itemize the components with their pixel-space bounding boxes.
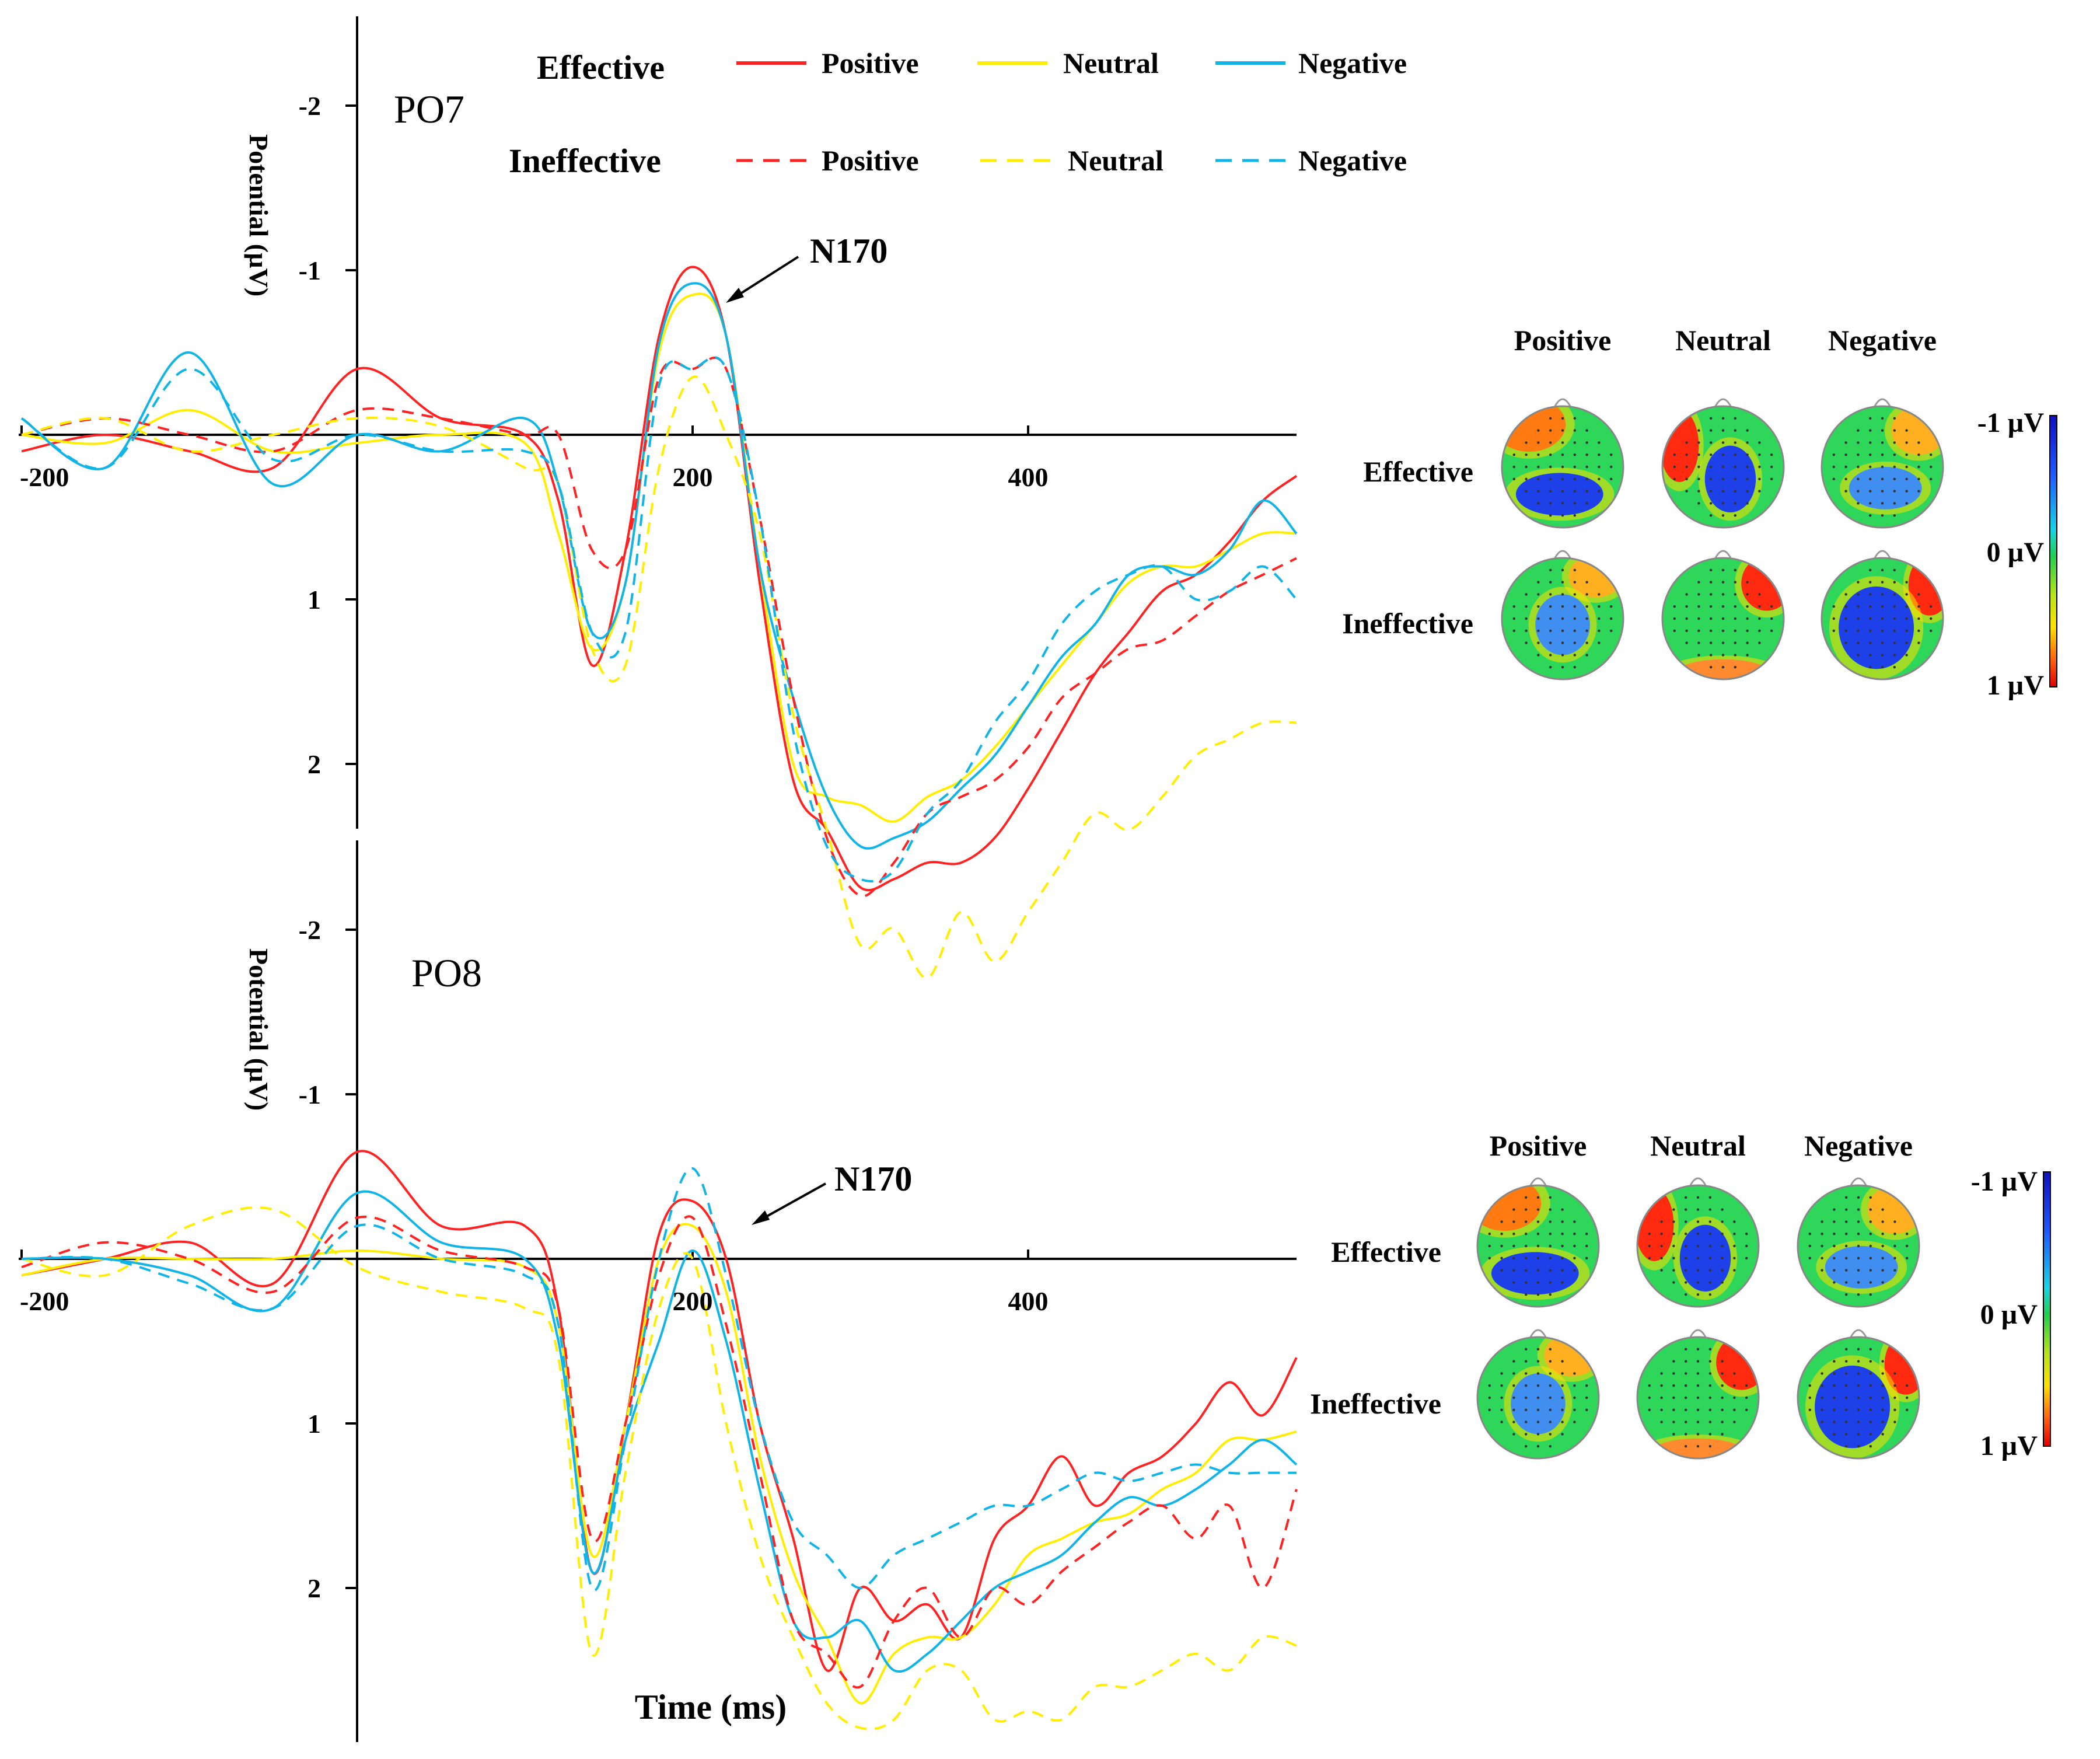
legend-ineffective-label: Ineffective <box>509 142 661 180</box>
po8-title: PO8 <box>411 951 482 995</box>
y-tick-label: 1 <box>308 585 321 615</box>
po7-ylabel: Potential (µV) <box>244 134 274 296</box>
topo2-maps <box>1476 1177 1920 1460</box>
topo2-row-ineffective: Ineffective <box>1310 1387 1441 1420</box>
topo1-colorbar-top: -1 µV <box>1977 407 2045 438</box>
topomap-head-icon <box>1637 1337 1759 1458</box>
po8-panel: -200 200 400 -2 -1 1 2 PO8 Potential (µV) N170… <box>19 840 1298 1742</box>
y-tick-label: -2 <box>299 915 321 945</box>
x-tick-label: 400 <box>1008 1286 1049 1316</box>
po8-series <box>21 1150 1298 1730</box>
topo2-col-neutral: Neutral <box>1650 1129 1746 1162</box>
legend-effective-label: Effective <box>537 48 665 86</box>
x-tick-label: 400 <box>1008 462 1049 492</box>
topo1-col-positive: Positive <box>1514 324 1612 357</box>
legend-ineffective-neutral-text: Neutral <box>1068 144 1163 177</box>
series-ineffective-negative <box>21 1167 1297 1592</box>
po8-tick-labels: -200 200 400 -2 -1 1 2 <box>20 915 1049 1603</box>
series-effective-neutral <box>21 1223 1297 1705</box>
head-nose-icon <box>1849 1329 1868 1339</box>
topo1-colorbar-mid: 0 µV <box>1987 537 2045 568</box>
head-nose-icon <box>1873 550 1892 560</box>
series-ineffective-positive <box>21 1215 1298 1689</box>
y-tick-label: 2 <box>308 1573 321 1603</box>
legend-effective-positive-text: Positive <box>822 47 919 79</box>
topomap-head-icon <box>1477 1185 1599 1307</box>
topomap-head-icon <box>1637 1185 1759 1307</box>
topo2-colorbar-mid: 0 µV <box>1980 1299 2038 1330</box>
po7-title: PO7 <box>394 87 464 131</box>
topo-block-po7: Positive Neutral Negative Effective Inef… <box>1342 324 2057 701</box>
x-tick-label: 200 <box>673 1286 713 1316</box>
topomap-head-icon <box>1822 558 1943 679</box>
topo2-colorbar <box>2043 1171 2051 1447</box>
series-ineffective-neutral <box>21 1206 1297 1730</box>
po8-n170-annotation: N170 <box>834 1160 912 1198</box>
series-effective-negative <box>20 282 1298 850</box>
po7-series <box>20 266 1298 979</box>
head-nose-icon <box>1553 398 1572 408</box>
topo2-colorbar-top: -1 µV <box>1971 1166 2038 1197</box>
topo1-row-effective: Effective <box>1363 455 1473 488</box>
series-ineffective-positive <box>21 356 1297 898</box>
head-nose-icon <box>1529 1177 1547 1187</box>
legend-effective-neutral-text: Neutral <box>1063 47 1159 79</box>
head-nose-icon <box>1714 550 1732 560</box>
series-effective-negative <box>21 1190 1298 1673</box>
x-tick-label: 200 <box>673 462 713 492</box>
series-effective-neutral <box>21 292 1297 823</box>
topo-block-po8: Positive Neutral Negative Effective Inef… <box>1310 1129 2051 1461</box>
head-nose-icon <box>1873 398 1892 408</box>
x-axis-label: Time (ms) <box>635 1688 787 1726</box>
x-tick-label: -200 <box>20 462 69 492</box>
topomap-head-icon <box>1662 558 1784 679</box>
series-ineffective-neutral <box>21 375 1297 979</box>
topomap-head-icon <box>1798 1337 1919 1458</box>
po7-n170-arrow <box>726 256 799 303</box>
y-tick-label: -1 <box>299 1080 321 1109</box>
legend-ineffective-positive-text: Positive <box>822 144 919 177</box>
po7-axes <box>19 16 1297 829</box>
topomap-head-icon <box>1798 1185 1919 1307</box>
topo1-maps <box>1501 398 1944 680</box>
y-tick-label: -2 <box>299 91 321 121</box>
series-effective-positive <box>21 266 1298 892</box>
topo2-col-positive: Positive <box>1490 1129 1587 1162</box>
topo1-colorbar-bottom: 1 µV <box>1987 670 2045 701</box>
topomap-head-icon <box>1822 406 1943 528</box>
topo2-col-negative: Negative <box>1804 1129 1913 1162</box>
topomap-head-icon <box>1502 406 1623 528</box>
head-nose-icon <box>1714 398 1732 408</box>
topo2-row-effective: Effective <box>1331 1236 1441 1268</box>
y-tick-label: 1 <box>308 1409 321 1439</box>
legend: Effective Ineffective Positive Neutral N… <box>509 47 1407 180</box>
po7-tick-labels: -200 200 400 -2 -1 1 2 <box>20 91 1049 779</box>
series-effective-positive <box>21 1150 1298 1672</box>
po8-axes <box>19 840 1297 1742</box>
topomap-head-icon <box>1662 406 1784 528</box>
po7-n170-annotation: N170 <box>810 232 887 270</box>
head-nose-icon <box>1689 1177 1707 1187</box>
topo1-col-negative: Negative <box>1828 324 1937 357</box>
po8-n170-arrow <box>752 1182 826 1225</box>
po8-ylabel: Potential (µV) <box>244 948 274 1111</box>
topo1-row-ineffective: Ineffective <box>1342 607 1473 640</box>
legend-effective-negative-text: Negative <box>1298 47 1407 79</box>
x-tick-label: -200 <box>20 1286 69 1316</box>
topomap-head-icon <box>1502 558 1623 679</box>
topo2-colorbar-bottom: 1 µV <box>1980 1430 2038 1461</box>
legend-ineffective-negative-text: Negative <box>1298 144 1407 177</box>
head-nose-icon <box>1849 1177 1868 1187</box>
topo1-colorbar <box>2049 415 2057 687</box>
topomap-head-icon <box>1477 1337 1599 1458</box>
topo1-col-neutral: Neutral <box>1675 324 1771 357</box>
head-nose-icon <box>1529 1329 1547 1339</box>
head-nose-icon <box>1689 1329 1707 1339</box>
y-tick-label: -1 <box>299 256 321 285</box>
y-tick-label: 2 <box>308 749 321 779</box>
head-nose-icon <box>1553 550 1572 560</box>
series-ineffective-negative <box>20 356 1298 883</box>
po7-panel: -200 200 400 -2 -1 1 2 PO7 Potential (µV) N170 <box>19 16 1298 979</box>
